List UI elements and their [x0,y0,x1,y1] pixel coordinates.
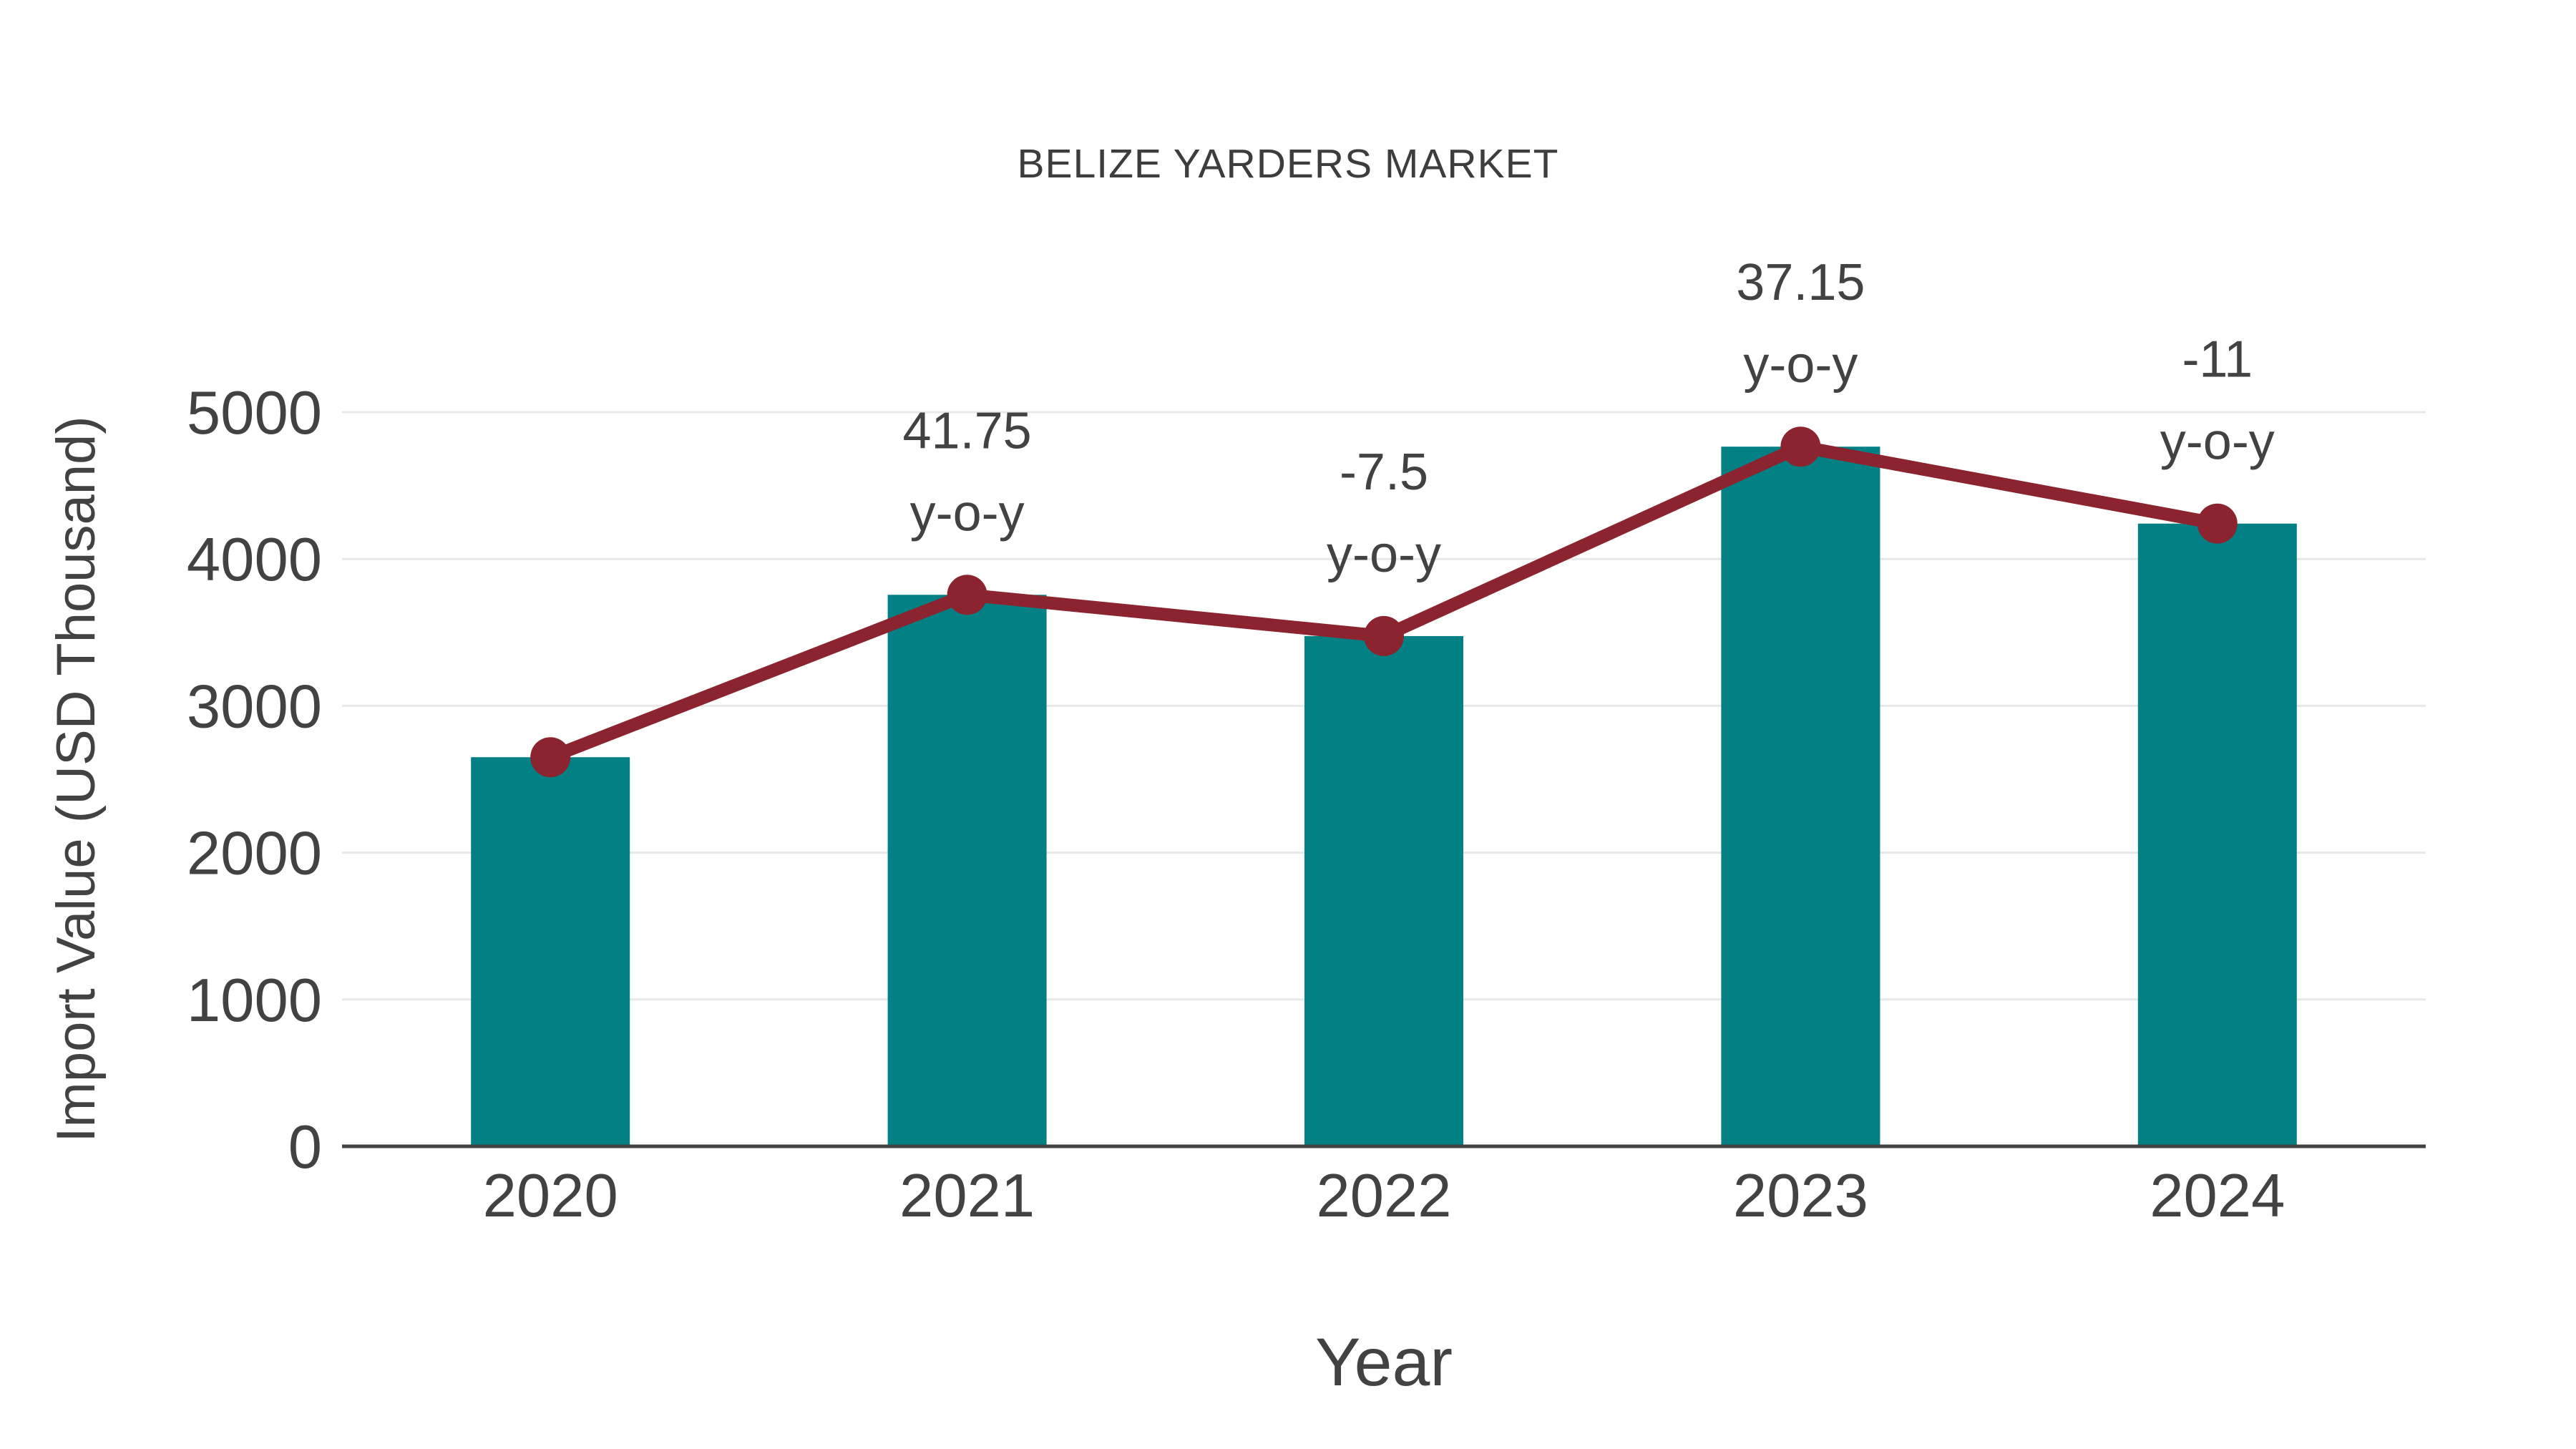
x-tick-label-2020: 2020 [483,1162,618,1230]
y-tick-label-1000: 1000 [187,967,322,1035]
annotation-2024-line1: -11 [2182,331,2253,389]
chart-title: BELIZE YARDERS MARKET [1017,141,1559,187]
trend-marker-2020 [530,737,571,778]
annotation-2021: 41.75 y-o-y [903,402,1032,542]
x-tick-label-2024: 2024 [2150,1162,2285,1230]
x-tick-label-2021: 2021 [899,1162,1035,1230]
annotation-2023: 37.15 y-o-y [1736,254,1865,394]
annotation-2021-line1: 41.75 [903,402,1032,459]
annotation-2023-line2: y-o-y [1743,336,1858,394]
x-tick-label-2022: 2022 [1316,1162,1451,1230]
y-tick-label-5000: 5000 [187,379,322,447]
y-tick-label-2000: 2000 [187,820,322,888]
bar-2021 [887,595,1047,1146]
annotation-2024: -11 y-o-y [2160,331,2275,471]
bar-2020 [471,757,630,1146]
y-tick-label-3000: 3000 [187,673,322,741]
bar-2022 [1304,635,1463,1146]
y-axis-title: Import Value (USD Thousand) [46,416,107,1142]
annotation-2022: -7.5 y-o-y [1327,444,1441,583]
trend-marker-2022 [1364,615,1404,656]
annotation-2022-line2: y-o-y [1327,526,1441,583]
x-axis-title: Year [1315,1324,1453,1400]
bar-2023 [1721,447,1880,1146]
annotation-2021-line2: y-o-y [910,484,1025,542]
annotation-2023-line1: 37.15 [1736,254,1865,311]
annotation-2022-line1: -7.5 [1340,444,1428,501]
y-tick-label-0: 0 [288,1113,322,1181]
trend-marker-2021 [947,575,987,615]
x-tick-label-2023: 2023 [1733,1162,1868,1230]
y-tick-label-4000: 4000 [187,526,322,594]
annotation-2024-line2: y-o-y [2160,414,2275,471]
trend-marker-2024 [2197,503,2238,544]
bar-2024 [2137,523,2297,1146]
trend-marker-2023 [1780,426,1821,467]
